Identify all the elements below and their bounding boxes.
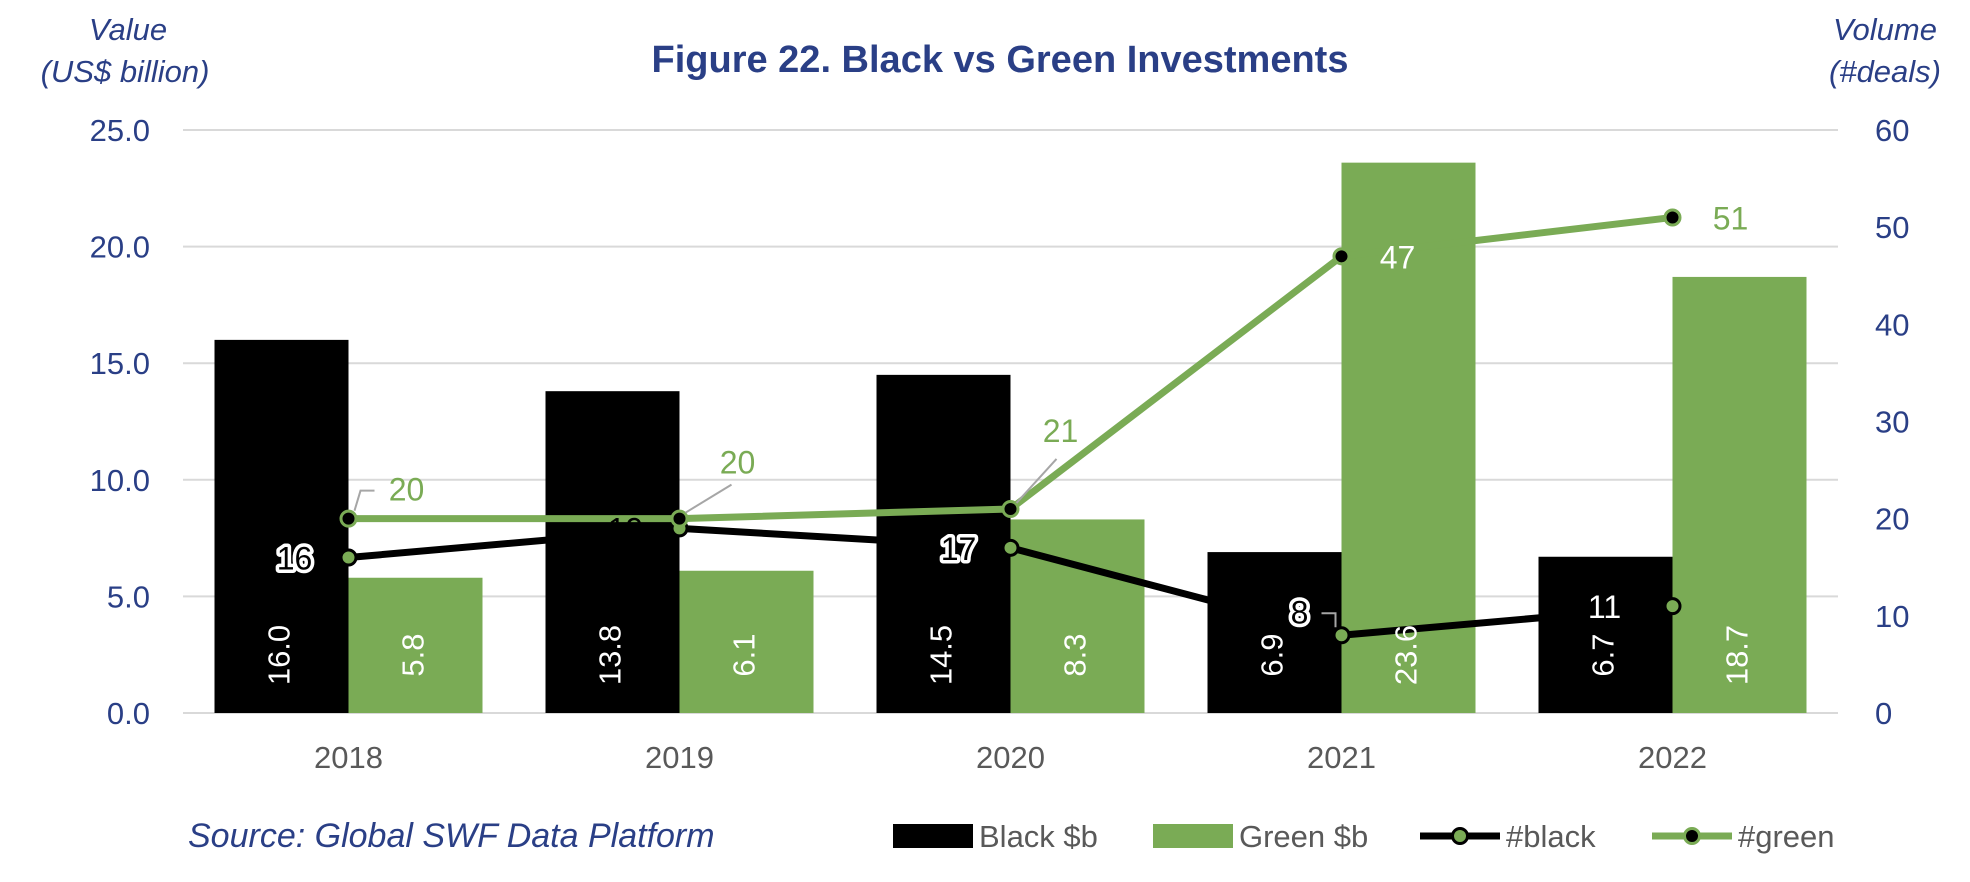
green-deals-marker (1663, 208, 1682, 227)
y-right-tick-label: 40 (1875, 307, 1909, 342)
legend-label: Black $b (979, 819, 1098, 854)
y-right-axis-title-line2: (#deals) (1829, 54, 1941, 89)
y-right-axis-title-line1: Volume (1833, 12, 1937, 47)
legend-label: #black (1506, 819, 1596, 854)
y-left-axis-title-line1: Value (89, 12, 167, 47)
leader-line (1015, 458, 1058, 504)
bar-value-label: 6.1 (727, 633, 762, 676)
x-category-label: 2018 (314, 740, 383, 775)
black-deals-marker (1001, 538, 1020, 557)
line-point-label: 17 (941, 531, 977, 567)
y-left-tick-label: 0.0 (107, 696, 150, 731)
black-bar (214, 339, 349, 713)
y-right-tick-label: 60 (1875, 113, 1909, 148)
y-left-axis-title-line2: (US$ billion) (41, 54, 210, 89)
y-left-tick-label: 25.0 (90, 113, 150, 148)
leader-line (684, 483, 733, 514)
bar-value-label: 8.3 (1058, 633, 1093, 676)
source-note: Source: Global SWF Data Platform (188, 817, 715, 855)
line-point-label: 20 (389, 472, 425, 508)
y-right-tick-label: 10 (1875, 599, 1909, 634)
black-bar (1538, 556, 1673, 713)
green-deals-marker (670, 509, 689, 528)
black-deals-marker (1332, 626, 1351, 645)
x-category-labels: 2018 2019 2020 2021 2022 (314, 740, 1707, 775)
y-left-tick-label: 10.0 (90, 463, 150, 498)
data-labels: 16.0 13.8 14.5 6.9 6.7 5.8 6.1 8.3 23.6 18.7 16 19 1… (262, 200, 1755, 685)
bar-value-label: 16.0 (262, 625, 297, 685)
lines (339, 208, 1682, 645)
legend-swatch (893, 824, 973, 848)
bar-value-label: 23.6 (1389, 625, 1424, 685)
bar-value-label: 6.9 (1255, 633, 1290, 676)
bar-value-label: 14.5 (924, 625, 959, 685)
y-left-tick-label: 15.0 (90, 346, 150, 381)
legend-marker (1451, 827, 1469, 845)
y-left-tick-label: 5.0 (107, 579, 150, 614)
bar-value-label: 18.7 (1720, 625, 1755, 685)
y-right-tick-label: 50 (1875, 210, 1909, 245)
bar-value-label: 13.8 (593, 625, 628, 685)
x-category-label: 2021 (1307, 740, 1376, 775)
green-deals-marker (1001, 499, 1020, 518)
y-right-tick-label: 0 (1875, 696, 1892, 731)
green-deals-marker (1332, 247, 1351, 266)
line-point-label: 19 (608, 511, 644, 547)
y-right-tick-label: 20 (1875, 502, 1909, 537)
green-deals-marker (339, 509, 358, 528)
legend-label: Green $b (1239, 819, 1368, 854)
black-deals-marker (339, 548, 358, 567)
bars (214, 162, 1807, 713)
line-point-label: 11 (1588, 589, 1621, 625)
black-deals-marker (1663, 597, 1682, 616)
line-point-label: 16 (277, 541, 313, 577)
green-bar (1010, 519, 1145, 713)
leader-line (1321, 612, 1337, 628)
label-leader-lines (353, 458, 1337, 628)
black-bar (545, 391, 680, 713)
line-point-label: 47 (1380, 239, 1416, 275)
bar-value-label: 6.7 (1586, 633, 1621, 676)
green-bar (1672, 276, 1807, 713)
x-category-label: 2019 (645, 740, 714, 775)
x-category-label: 2022 (1638, 740, 1707, 775)
green-bar (348, 577, 483, 713)
line-point-label: 51 (1713, 200, 1749, 236)
green-bar (679, 570, 814, 713)
y-left-tick-label: 20.0 (90, 230, 150, 265)
y-right-tick-label: 30 (1875, 405, 1909, 440)
y-left-tick-labels: 0.0 5.0 10.0 15.0 20.0 25.0 (90, 113, 150, 731)
legend: Black $b Green $b #black #green (893, 819, 1835, 854)
line-point-label: 21 (1043, 413, 1079, 449)
legend-label: #green (1738, 819, 1835, 854)
legend-marker (1683, 827, 1701, 845)
x-category-label: 2020 (976, 740, 1045, 775)
leader-line (353, 489, 375, 511)
bar-value-label: 5.8 (396, 633, 431, 676)
legend-swatch (1153, 824, 1233, 848)
y-right-tick-labels: 0 10 20 30 40 50 60 (1875, 113, 1909, 731)
line-point-label: 8 (1291, 594, 1309, 630)
chart-title: Figure 22. Black vs Green Investments (652, 39, 1349, 81)
line-point-label: 20 (720, 445, 756, 481)
